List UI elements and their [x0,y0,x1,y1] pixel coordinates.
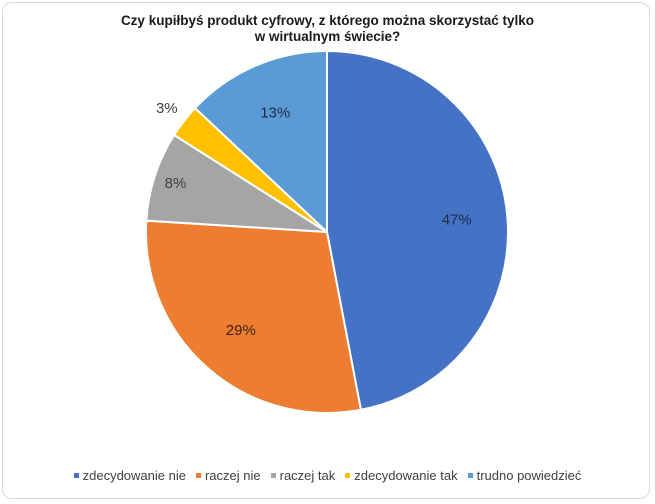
data-label: 3% [156,100,178,117]
legend-label: trudno powiedzieć [476,468,582,483]
data-label: 47% [442,212,472,229]
legend-item-raczej-tak: raczej tak [270,468,336,483]
legend-item-trudno-powiedziec: trudno powiedzieć [467,468,582,483]
legend-swatch [195,473,201,478]
legend-swatch [270,473,276,478]
legend-swatch [73,473,79,478]
pie-slice-3 [145,133,328,233]
legend-item-raczej-nie: raczej nie [195,468,261,483]
legend-label: raczej nie [204,468,261,483]
legend-item-zdecydowanie-tak: zdecydowanie tak [345,468,458,483]
legend-swatch [467,473,473,478]
data-label: 8% [165,175,187,192]
legend: zdecydowanie nie raczej nie raczej tak z… [0,468,655,483]
data-label: 13% [260,104,290,121]
data-label: 29% [226,322,256,339]
chart-title-line-2: w wirtualnym świecie? [254,29,401,44]
chart-title-line-1: Czy kupiłbyś produkt cyfrowy, z którego … [120,13,535,28]
legend-label: zdecydowanie nie [82,468,186,483]
legend-swatch [345,473,351,478]
legend-label: zdecydowanie tak [354,468,458,483]
pie-slice-2 [145,219,363,414]
pie-slice-5 [193,49,328,235]
pie-slice-1 [326,49,509,411]
legend-item-zdecydowanie-nie: zdecydowanie nie [73,468,186,483]
chart-title: Czy kupiłbyś produkt cyfrowy, z którego … [0,13,655,45]
legend-label: raczej tak [279,468,336,483]
